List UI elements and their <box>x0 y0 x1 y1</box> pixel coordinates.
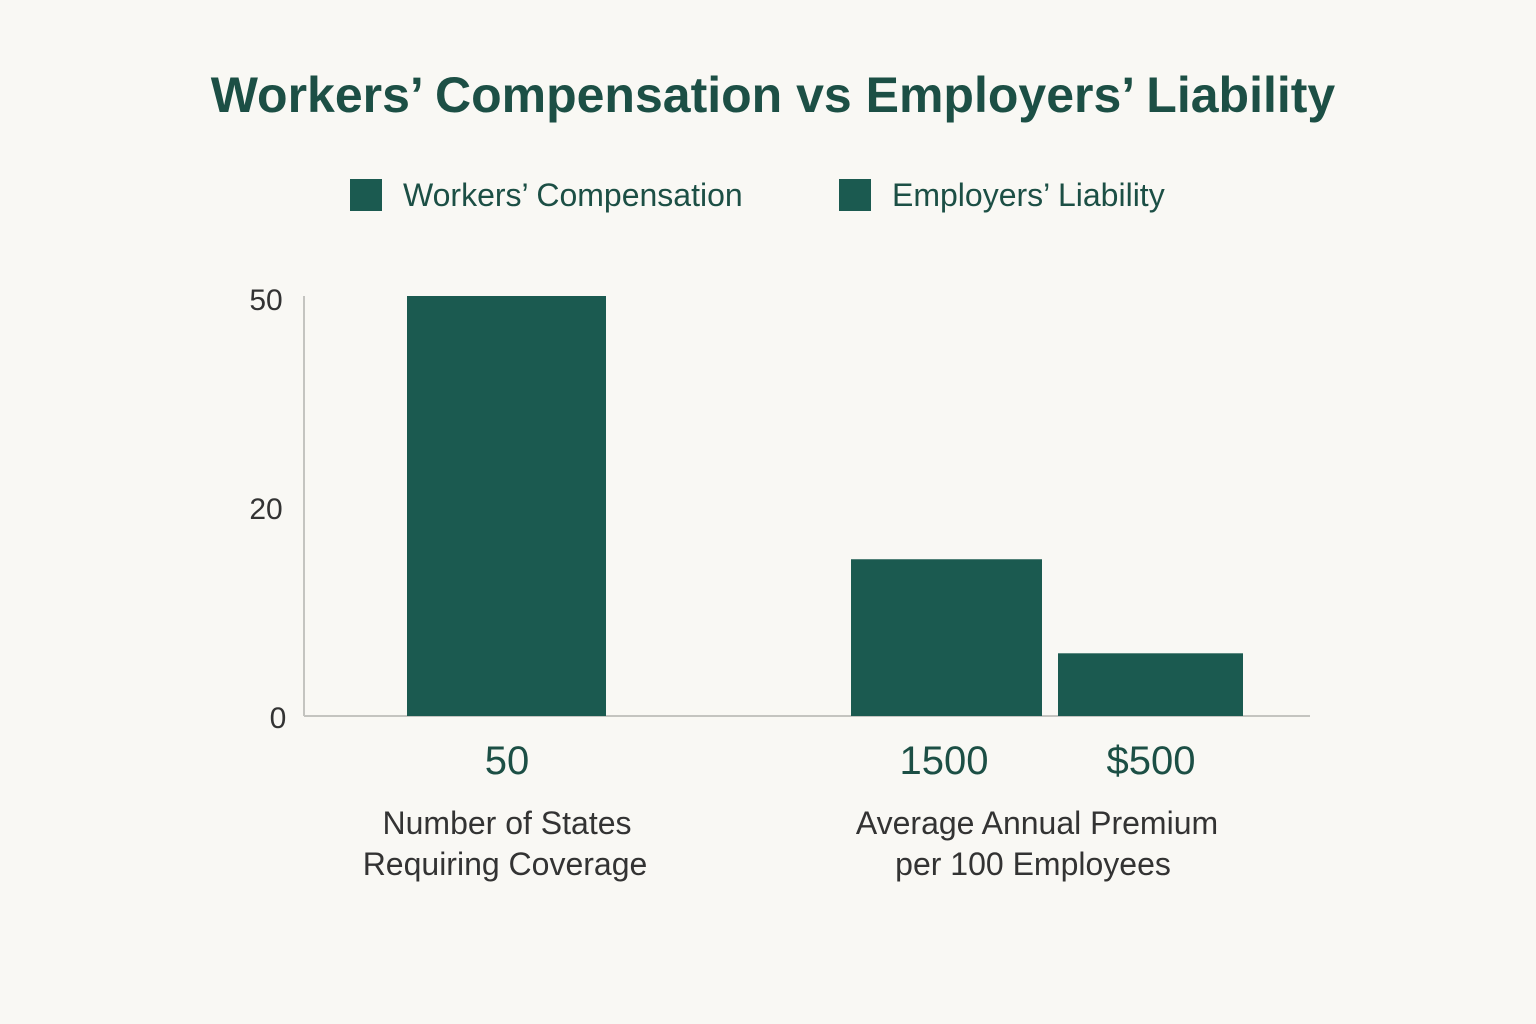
chart-title: Workers’ Compensation vs Employers’ Liab… <box>211 67 1336 123</box>
y-tick-label: 50 <box>249 284 282 317</box>
legend-label-employers-liability: Employers’ Liability <box>892 177 1165 213</box>
bar <box>1058 653 1243 716</box>
bar-value-label: 1500 <box>900 739 989 783</box>
legend: Workers’ Compensation Employers’ Liabili… <box>350 177 1165 213</box>
legend-swatch-employers-liability <box>839 179 871 211</box>
legend-swatch-workers-compensation <box>350 179 382 211</box>
bar-value-label: $500 <box>1107 739 1196 783</box>
value-labels: 50 1500 $500 <box>485 739 1196 783</box>
category-label-line: Average Annual Premium <box>856 805 1218 841</box>
legend-label-workers-compensation: Workers’ Compensation <box>403 177 743 213</box>
category-label-line: Number of States <box>383 805 632 841</box>
y-axis: 50 20 0 <box>249 284 305 735</box>
bars-group <box>407 296 1243 716</box>
bar <box>407 296 606 716</box>
category-label-line: per 100 Employees <box>895 846 1171 882</box>
category-label-line: Requiring Coverage <box>363 846 648 882</box>
bar-value-label: 50 <box>485 739 530 783</box>
bar <box>851 559 1042 716</box>
y-tick-label: 20 <box>249 493 282 526</box>
y-tick-label: 0 <box>270 702 287 735</box>
category-labels: Number of States Requiring Coverage Aver… <box>363 805 1218 882</box>
